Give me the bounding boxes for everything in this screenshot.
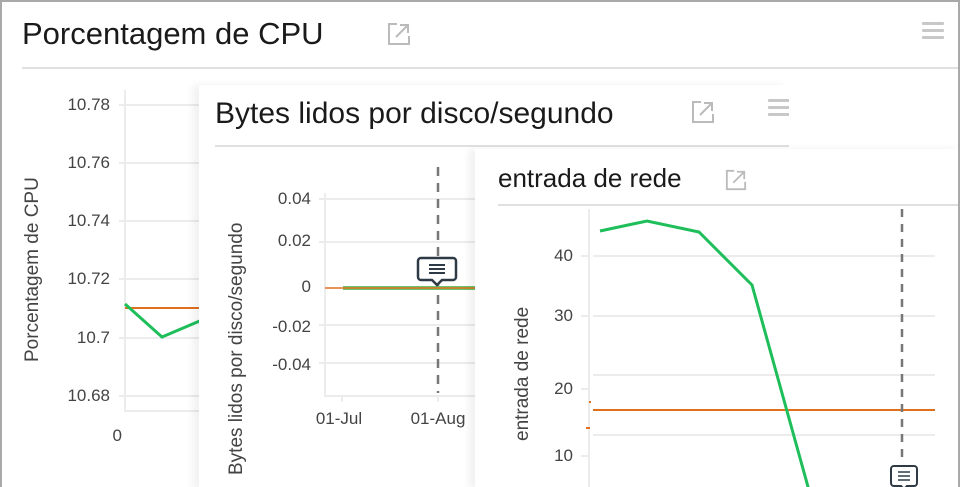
network-in-plot [581, 209, 935, 487]
disk-read-plot [319, 167, 479, 402]
comment-icon[interactable] [416, 256, 458, 287]
panel-title: Porcentagem de CPU [22, 16, 324, 51]
y-tick: 20 [554, 379, 573, 398]
comment-icon[interactable] [890, 465, 918, 487]
y-tick: 0 [301, 277, 311, 296]
y-tick: -0.04 [272, 355, 311, 374]
y-tick: 10 [554, 446, 573, 465]
y-tick: 10.7 [76, 328, 110, 347]
panel-title: Bytes lidos por disco/segundo [215, 97, 614, 130]
y-tick: 10.68 [67, 386, 110, 405]
title-divider [498, 204, 958, 206]
title-divider [215, 145, 789, 147]
title-divider [22, 67, 958, 69]
external-link-icon[interactable] [725, 169, 747, 191]
y-tick: 10.74 [67, 211, 110, 230]
x-tick: 0 [112, 426, 122, 445]
network-in-panel: entrada de rede entrada de rede 40 30 20… [475, 149, 958, 487]
hamburger-menu-icon[interactable] [768, 99, 789, 117]
y-tick: 30 [554, 306, 573, 325]
hamburger-menu-icon[interactable] [922, 22, 944, 40]
y-tick: 40 [554, 246, 573, 265]
y-tick: 10.76 [67, 153, 110, 172]
x-tick: 01-Aug [410, 409, 466, 428]
y-tick: 10.72 [67, 269, 110, 288]
y-tick: -0.02 [272, 317, 311, 336]
y-tick: 10.78 [67, 95, 110, 114]
y-tick: 0.04 [277, 189, 311, 208]
external-link-icon[interactable] [387, 22, 411, 46]
external-link-icon[interactable] [691, 100, 715, 124]
y-tick: 0.02 [277, 231, 311, 250]
panel-title: entrada de rede [498, 163, 682, 193]
x-tick: 01-Jul [315, 409, 363, 428]
